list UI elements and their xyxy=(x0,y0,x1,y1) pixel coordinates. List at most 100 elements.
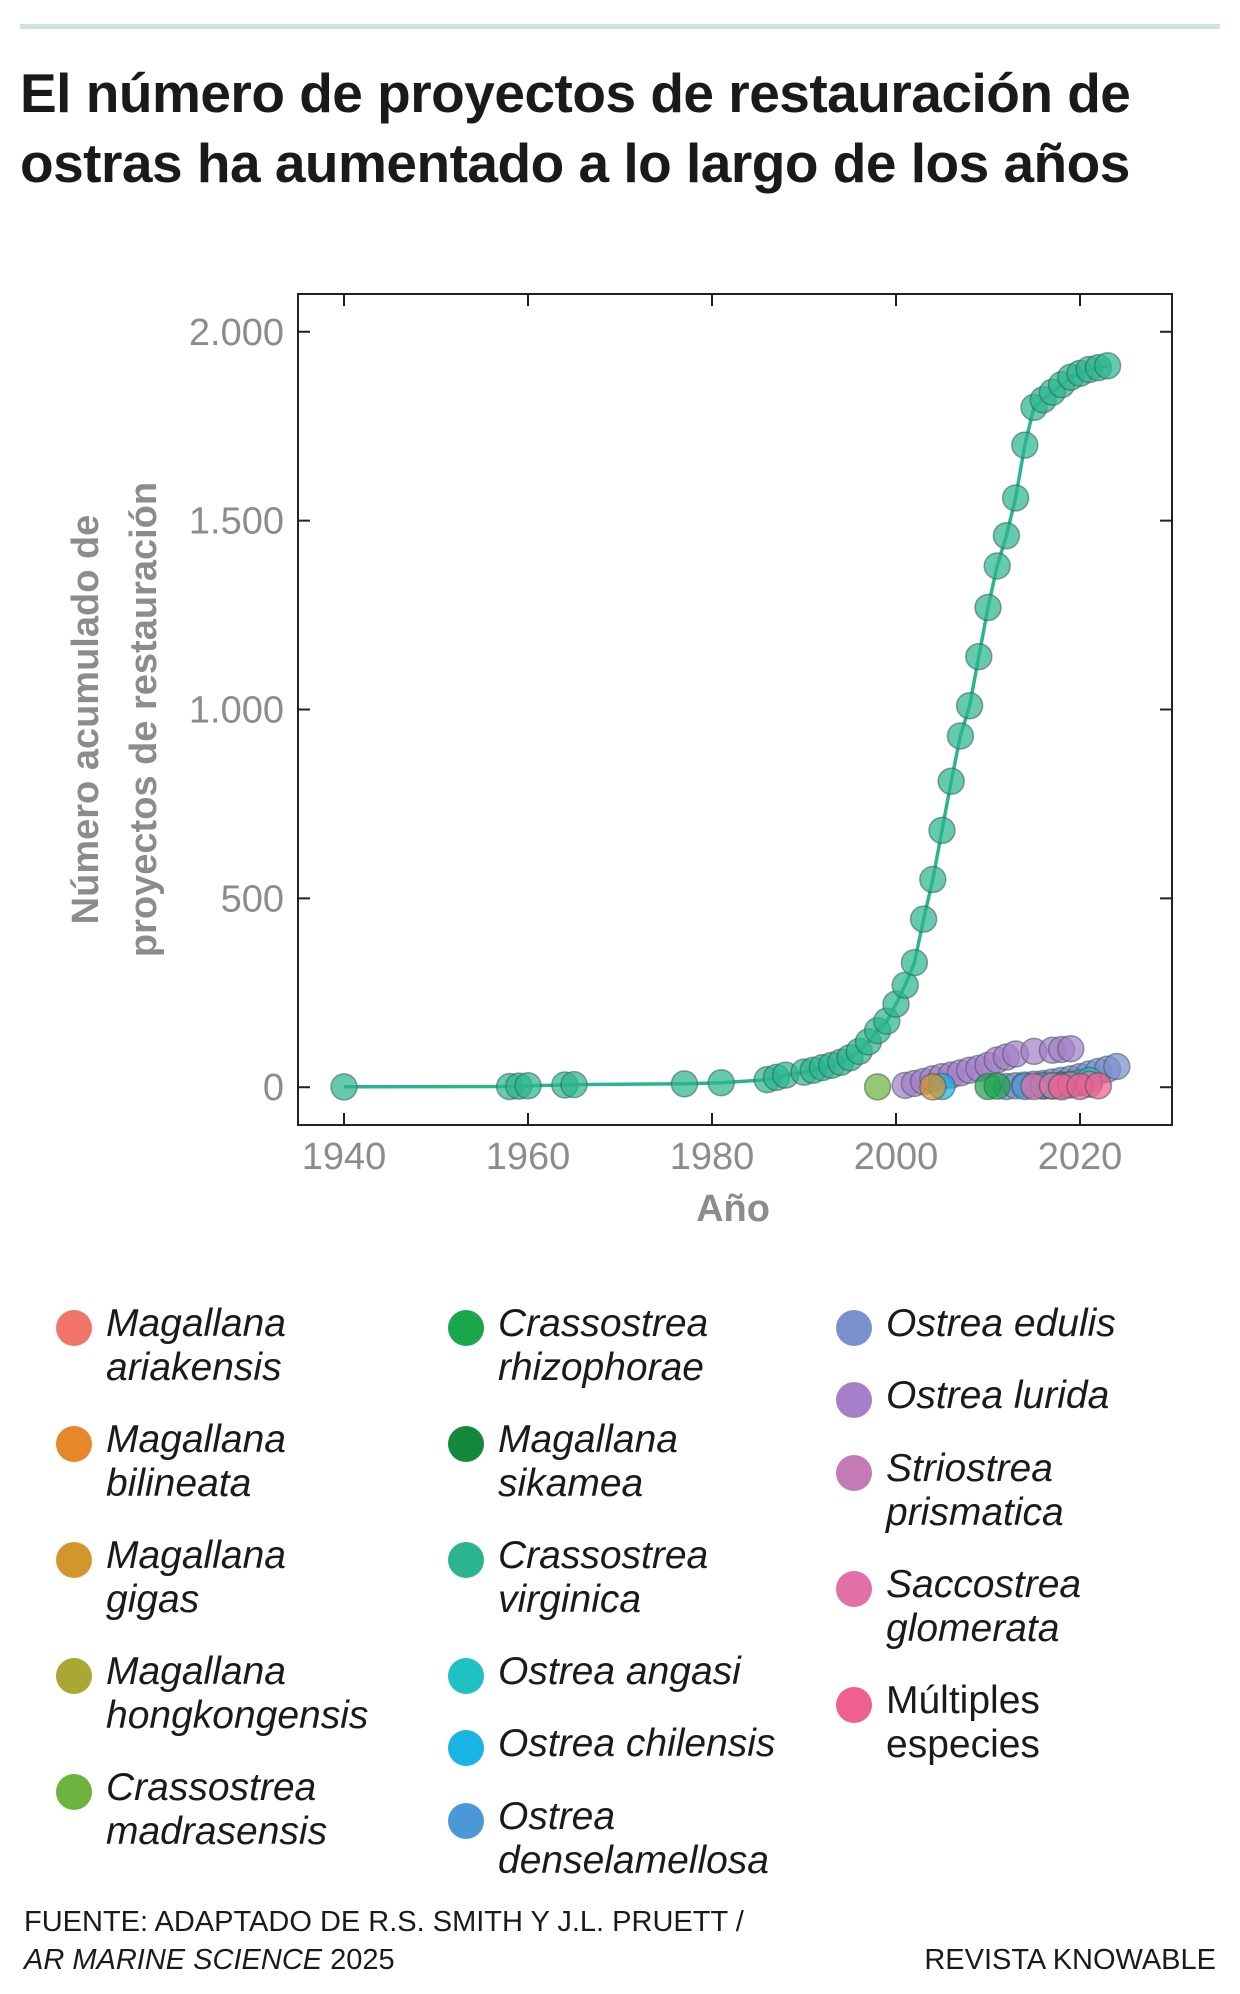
legend-swatch xyxy=(448,1658,484,1694)
chart-title: El número de proyectos de restauración d… xyxy=(20,62,1131,194)
legend-label-line2: prismatica xyxy=(886,1491,1064,1534)
y-tick-label: 500 xyxy=(221,878,284,920)
data-point xyxy=(1103,1052,1131,1081)
series-line xyxy=(343,364,1108,1089)
legend-label-line1: Ostrea chilensis xyxy=(498,1722,776,1765)
legend-label-line1: Striostrea xyxy=(886,1447,1053,1490)
legend-label: Magallana sikamea xyxy=(498,1418,818,1506)
data-point xyxy=(900,948,929,977)
legend-label: Crassostrea virginica xyxy=(498,1534,818,1622)
legend-label-line1: Ostrea xyxy=(498,1795,616,1838)
data-point xyxy=(670,1070,699,1098)
series-crassostrea-rhizophorae xyxy=(974,1072,1011,1101)
top-rule xyxy=(20,24,1220,29)
legend-label: Magallana ariakensis xyxy=(106,1302,426,1390)
source-note: FUENTE: ADAPTADO DE R.S. SMITH Y J.L. PR… xyxy=(24,1903,744,1979)
data-point xyxy=(1093,352,1122,380)
source-year: 2025 xyxy=(330,1944,395,1976)
data-point xyxy=(707,1068,735,1097)
data-point xyxy=(983,552,1011,580)
legend-swatch xyxy=(836,1310,872,1346)
data-point xyxy=(863,1073,892,1101)
legend-swatch xyxy=(448,1803,484,1839)
y-tick-label: 2.000 xyxy=(189,312,284,354)
legend-label-line2: ariakensis xyxy=(106,1346,282,1389)
x-axis-title: Año xyxy=(696,1188,770,1230)
y-axis-title-line1: Número acumulado de xyxy=(65,515,107,925)
data-point xyxy=(937,767,965,796)
legend-label-line1: Ostrea edulis xyxy=(886,1302,1116,1345)
legend-swatch xyxy=(448,1426,484,1462)
y-tick-label: 1.500 xyxy=(189,501,284,543)
series-múltiples-especies xyxy=(1047,1071,1113,1101)
legend-swatch xyxy=(836,1571,872,1607)
legend-label-line1: Magallana xyxy=(106,1418,286,1461)
legend-label-line1: Múltiples xyxy=(886,1679,1040,1722)
data-point xyxy=(919,865,947,894)
data-point xyxy=(1001,484,1030,512)
series-crassostrea-madrasensis xyxy=(863,1073,892,1101)
legend-label-line1: Magallana xyxy=(106,1302,286,1345)
data-point xyxy=(946,722,975,750)
legend-label: Ostrea chilensis xyxy=(498,1722,818,1766)
brand-credit: REVISTA KNOWABLE xyxy=(924,1944,1216,1976)
data-point xyxy=(1057,1034,1085,1063)
legend-swatch xyxy=(56,1542,92,1578)
legend-label-line2: virginica xyxy=(498,1578,642,1621)
legend-label: Striostrea prismatica xyxy=(886,1447,1206,1535)
data-point xyxy=(928,816,956,845)
data-point xyxy=(1084,1071,1113,1100)
chart: 0 500 1.000 1.500 2.000 1940 1960 1980 2000 2020 A… xyxy=(65,293,1173,1230)
legend-label-line2: glomerata xyxy=(886,1607,1060,1650)
legend-swatch xyxy=(836,1455,872,1491)
legend-label: Crassostrea madrasensis xyxy=(106,1766,426,1854)
legend-swatch xyxy=(56,1774,92,1810)
data-point xyxy=(1011,431,1039,459)
legend-label-line2: denselamellosa xyxy=(498,1839,770,1882)
series-crassostrea-virginica xyxy=(330,352,1122,1101)
data-point xyxy=(919,1073,947,1101)
legend-label-line1: Crassostrea xyxy=(498,1302,709,1345)
legend-label-line1: Magallana xyxy=(498,1418,678,1461)
legend-label-line2: sikamea xyxy=(498,1462,644,1505)
x-tick-label: 2000 xyxy=(854,1136,939,1178)
data-point xyxy=(992,521,1021,550)
legend-label: Ostrea edulis xyxy=(886,1302,1206,1346)
x-tick-label: 1960 xyxy=(486,1136,571,1178)
legend-swatch xyxy=(56,1658,92,1694)
legend-swatch xyxy=(56,1310,92,1346)
legend-label-line2: bilineata xyxy=(106,1462,252,1505)
y-tick-label: 0 xyxy=(263,1067,284,1109)
data-point xyxy=(974,593,1002,622)
data-point xyxy=(514,1071,542,1100)
legend-label-line2: madrasensis xyxy=(106,1810,328,1853)
y-tick-label: 1.000 xyxy=(189,690,284,732)
legend-label: Ostrea lurida xyxy=(886,1374,1206,1418)
legend-label-line1: Magallana xyxy=(106,1650,286,1693)
data-point xyxy=(983,1072,1011,1100)
legend-swatch xyxy=(448,1730,484,1766)
data-point xyxy=(560,1070,588,1099)
legend-label: Magallana hongkongensis xyxy=(106,1650,426,1738)
legend-label-line1: Crassostrea xyxy=(498,1534,709,1577)
source-journal: AR MARINE SCIENCE xyxy=(24,1944,323,1976)
legend-label-line1: Ostrea lurida xyxy=(886,1374,1110,1417)
legend-swatch xyxy=(56,1426,92,1462)
data-point xyxy=(955,691,984,720)
source-prefix: FUENTE: ADAPTADO DE R.S. SMITH Y J.L. PR… xyxy=(24,1906,744,1938)
legend-label-line1: Saccostrea xyxy=(886,1563,1082,1606)
legend-label-line1: Magallana xyxy=(106,1534,286,1577)
legend-swatch xyxy=(448,1542,484,1578)
legend-label: Múltiples especies xyxy=(886,1679,1206,1767)
legend-swatch xyxy=(836,1687,872,1723)
legend-swatch xyxy=(448,1310,484,1346)
legend-label: Ostrea denselamellosa xyxy=(498,1795,818,1883)
legend-label: Crassostrea rhizophorae xyxy=(498,1302,818,1390)
y-axis-title-line2: proyectos de restauración xyxy=(123,482,165,957)
legend-swatch xyxy=(836,1382,872,1418)
data-point xyxy=(965,642,993,671)
legend-label: Magallana gigas xyxy=(106,1534,426,1622)
data-point xyxy=(909,905,938,933)
legend-label-line2: gigas xyxy=(106,1578,200,1621)
x-tick-label: 1980 xyxy=(670,1136,755,1178)
